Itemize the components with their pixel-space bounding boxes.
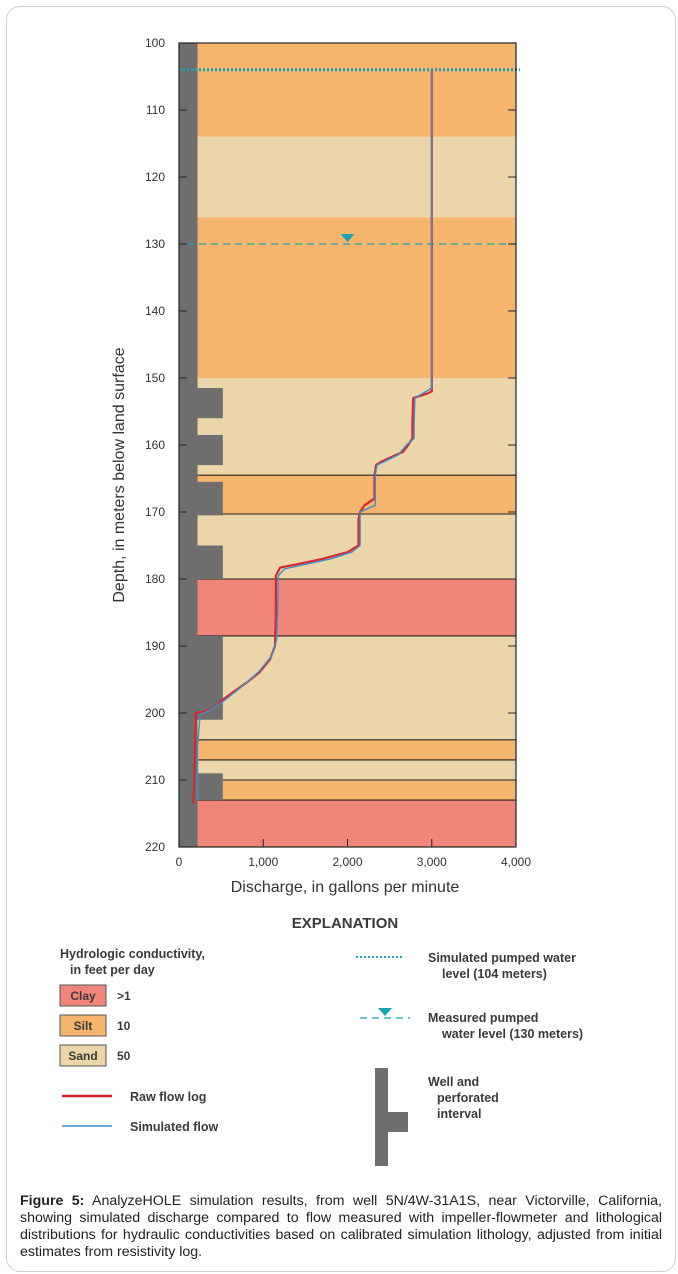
x-tick-label: 1,000 (248, 855, 278, 869)
perforated-interval (179, 773, 223, 801)
y-tick-label: 190 (145, 639, 165, 653)
y-tick-label: 150 (145, 371, 165, 385)
silt-label: Silt (74, 1019, 93, 1033)
y-tick-label: 110 (146, 103, 165, 117)
measured-water-level-marker (340, 234, 355, 242)
lithology-layer-sand (179, 635, 516, 740)
perforated-interval (179, 388, 223, 419)
x-tick-label: 4,000 (501, 855, 531, 869)
caption-text: AnalyzeHOLE simulation results, from wel… (20, 1193, 662, 1260)
lithology-layer-silt (179, 43, 516, 137)
y-axis-title: Depth, in meters below land surface (111, 347, 128, 602)
meas-level-legend-marker (378, 1008, 392, 1016)
lithology-layer-sand (179, 378, 516, 476)
y-tick-label: 100 (145, 36, 165, 50)
sim-level-legend-line1: Simulated pumped water (428, 951, 576, 965)
simulated-flow-line (196, 69, 433, 801)
lithology-layer-silt (179, 739, 516, 760)
y-tick-label: 170 (145, 505, 165, 519)
conductivity-title: Hydrologic conductivity, (60, 947, 205, 961)
y-tick-label: 210 (145, 773, 165, 787)
sand-value: 50 (117, 1049, 131, 1063)
perforated-interval (179, 545, 223, 579)
simulated-flow-legend-label: Simulated flow (130, 1120, 218, 1134)
y-tick-label: 180 (145, 572, 165, 586)
sand-swatch (59, 1044, 107, 1067)
lithology-layer-silt (179, 780, 516, 801)
perforated-interval (179, 635, 223, 720)
y-tick-label: 120 (145, 170, 165, 184)
y-tick-label: 130 (145, 237, 165, 251)
figure-frame (6, 6, 676, 1272)
lithology-layer-sand (179, 514, 516, 579)
x-axis-title: Discharge, in gallons per minute (231, 879, 460, 896)
conductivity-units: in feet per day (70, 963, 155, 977)
y-tick-label: 220 (145, 840, 165, 854)
y-tick-label: 140 (145, 304, 165, 318)
lithology-layer-silt (179, 475, 516, 515)
perforated-interval (179, 434, 223, 466)
perforated-interval (179, 481, 223, 516)
chart: 100 110 120 130 140 150 160 170 180 190 200 210 220 0… (59, 36, 583, 1166)
clay-label: Clay (70, 989, 96, 1003)
lithology-layer-sand (179, 759, 516, 780)
caption-label: Figure 5: (20, 1193, 85, 1209)
x-tick-label: 3,000 (417, 855, 447, 869)
lithology-layer-sand (179, 136, 516, 218)
x-tick-label: 0 (176, 855, 183, 869)
x-tick-label: 2,000 (332, 855, 362, 869)
lithology-layer-clay (179, 579, 516, 636)
well-legend-line2: perforated (437, 1091, 499, 1105)
clay-swatch (59, 984, 107, 1007)
sand-label: Sand (68, 1049, 97, 1063)
well-legend-line3: interval (437, 1107, 481, 1121)
raw-flow-legend-label: Raw flow log (130, 1090, 206, 1104)
well-legend-perforation (375, 1112, 408, 1132)
meas-level-legend-line2: water level (130 meters) (441, 1027, 583, 1041)
figure-caption: Figure 5: AnalyzeHOLE simulation results… (20, 1193, 662, 1261)
well-legend-line1: Well and (428, 1075, 479, 1089)
explanation-title: EXPLANATION (292, 915, 398, 932)
legend: EXPLANATION Hydrologic conductivity, in … (59, 915, 583, 1166)
meas-level-legend-line1: Measured pumped (428, 1011, 538, 1025)
silt-value: 10 (117, 1019, 131, 1033)
plot-area: 100 110 120 130 140 150 160 170 180 190 200 210 220 0… (145, 36, 531, 869)
y-tick-label: 160 (145, 438, 165, 452)
sim-level-legend-line2: level (104 meters) (442, 967, 547, 981)
y-tick-label: 200 (145, 706, 165, 720)
silt-swatch (59, 1014, 107, 1037)
clay-value: >1 (117, 989, 131, 1003)
